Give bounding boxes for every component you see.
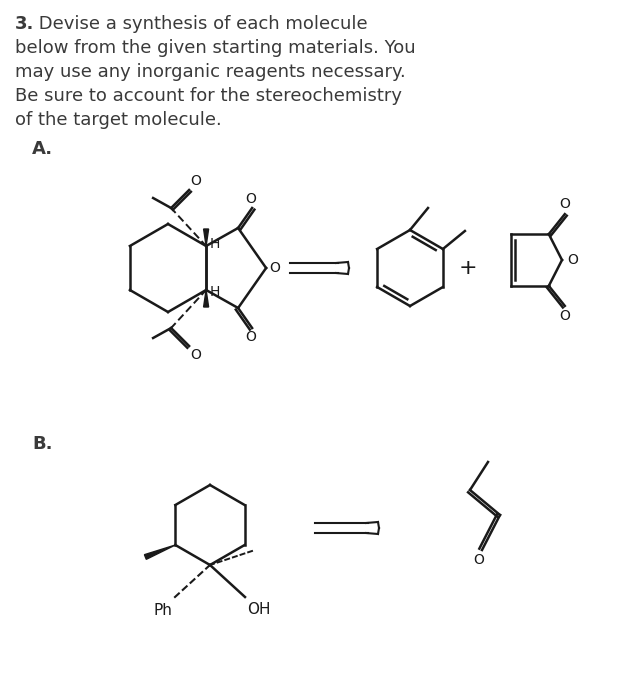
- Text: may use any inorganic reagents necessary.: may use any inorganic reagents necessary…: [15, 63, 406, 81]
- Text: O: O: [190, 348, 201, 362]
- Text: O: O: [559, 197, 570, 211]
- Text: Devise a synthesis of each molecule: Devise a synthesis of each molecule: [33, 15, 367, 33]
- Text: OH: OH: [247, 602, 271, 617]
- Text: Be sure to account for the stereochemistry: Be sure to account for the stereochemist…: [15, 87, 402, 105]
- Polygon shape: [145, 545, 175, 559]
- Text: O: O: [474, 553, 484, 567]
- Text: Ph: Ph: [153, 603, 172, 618]
- Text: H: H: [210, 237, 221, 251]
- Text: O: O: [246, 192, 257, 206]
- Text: O: O: [190, 174, 201, 188]
- Text: O: O: [567, 253, 578, 267]
- Text: H: H: [210, 285, 221, 299]
- Text: O: O: [559, 309, 570, 323]
- Polygon shape: [204, 229, 209, 246]
- Text: 3.: 3.: [15, 15, 35, 33]
- Text: O: O: [246, 330, 257, 344]
- Text: below from the given starting materials. You: below from the given starting materials.…: [15, 39, 415, 57]
- Text: A.: A.: [32, 140, 53, 158]
- Text: O: O: [269, 261, 280, 275]
- Polygon shape: [204, 290, 209, 307]
- Text: B.: B.: [32, 435, 52, 453]
- Text: of the target molecule.: of the target molecule.: [15, 111, 221, 129]
- Text: +: +: [459, 258, 477, 278]
